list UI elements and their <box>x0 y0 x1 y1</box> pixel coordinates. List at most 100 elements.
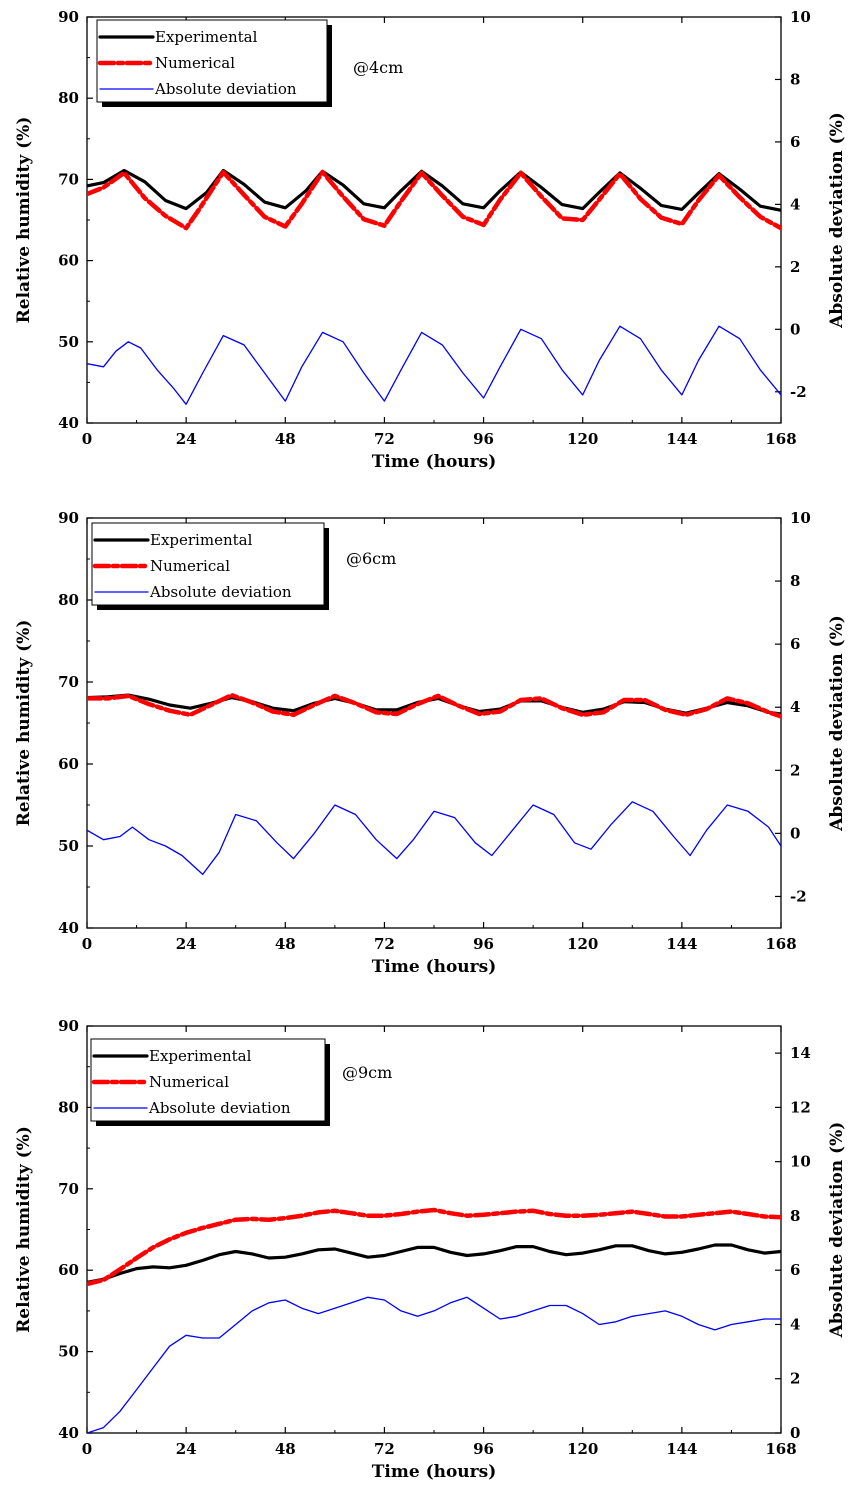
y2-tick-label: 8 <box>790 1207 800 1225</box>
x-tick-label: 72 <box>374 935 395 953</box>
y2-tick-label: 6 <box>790 133 800 151</box>
chart-panel-3: 0 24 48 72 96 120 144 1684050607080900246810121… <box>14 1017 847 1482</box>
legend-label: Numerical <box>150 557 230 575</box>
y-tick-label: 90 <box>58 509 79 527</box>
chart-panel-2: 0 24 48 72 96 120 144 168405060708090-20246810T… <box>14 509 847 977</box>
y2-tick-label: 4 <box>790 195 800 213</box>
x-tick-label: 96 <box>473 430 494 448</box>
x-tick-label: 0 <box>82 935 92 953</box>
x-tick-label: 96 <box>473 935 494 953</box>
y2-tick-label: 6 <box>790 635 800 653</box>
series-line-absolute-deviation <box>87 1296 781 1433</box>
y2-tick-label: 2 <box>790 1370 800 1388</box>
x-tick-label: 0 <box>82 1440 92 1458</box>
x-axis-title: Time (hours) <box>372 1462 497 1482</box>
x-tick-label: 120 <box>567 1440 598 1458</box>
y-tick-label: 40 <box>58 1424 79 1442</box>
x-tick-label: 120 <box>567 935 598 953</box>
series-line-absolute-deviation <box>87 325 781 405</box>
x-tick-label: 72 <box>374 430 395 448</box>
y2-tick-label: 0 <box>790 824 800 842</box>
y-tick-label: 70 <box>58 673 79 691</box>
y2-tick-label: 8 <box>790 70 800 88</box>
legend-label: Experimental <box>150 531 253 549</box>
y-axis-title: Relative humidity (%) <box>14 1126 34 1333</box>
y-tick-label: 80 <box>58 1098 79 1116</box>
y2-axis-title: Absolute deviation (%) <box>827 615 847 832</box>
y2-tick-label: -2 <box>790 887 807 905</box>
y-axis-title: Relative humidity (%) <box>14 117 34 324</box>
series-line-numerical <box>87 692 781 719</box>
y-tick-label: 40 <box>58 414 79 432</box>
legend-label: Experimental <box>155 28 258 46</box>
y-tick-label: 90 <box>58 1017 79 1035</box>
y2-tick-label: 14 <box>790 1044 811 1062</box>
y2-axis-title: Absolute deviation (%) <box>827 1122 847 1339</box>
y-tick-label: 90 <box>58 8 79 26</box>
y2-tick-label: 10 <box>790 1153 811 1171</box>
panel-annotation: @6cm <box>346 549 396 568</box>
legend-label: Absolute deviation <box>154 80 297 98</box>
series-group <box>87 692 781 876</box>
series-line-numerical <box>87 1207 781 1287</box>
x-tick-label: 120 <box>567 430 598 448</box>
y2-tick-label: 0 <box>790 320 800 338</box>
y2-tick-label: 10 <box>790 8 811 26</box>
legend-label: Absolute deviation <box>149 583 292 601</box>
y2-tick-label: 10 <box>790 509 811 527</box>
series-line-experimental <box>87 1243 781 1284</box>
x-tick-label: 0 <box>82 430 92 448</box>
series-group <box>87 168 781 405</box>
x-axis-title: Time (hours) <box>372 957 497 977</box>
y-tick-label: 80 <box>58 591 79 609</box>
x-tick-label: 72 <box>374 1440 395 1458</box>
y2-tick-label: 4 <box>790 1315 800 1333</box>
y2-tick-label: 2 <box>790 258 800 276</box>
y2-tick-label: 12 <box>790 1098 811 1116</box>
y-tick-label: 60 <box>58 755 79 773</box>
y-tick-label: 70 <box>58 170 79 188</box>
y2-tick-label: 6 <box>790 1261 800 1279</box>
x-tick-label: 144 <box>666 430 697 448</box>
y-tick-label: 80 <box>58 89 79 107</box>
legend-label: Numerical <box>149 1073 229 1091</box>
x-tick-label: 144 <box>666 935 697 953</box>
x-tick-label: 24 <box>176 430 197 448</box>
y-tick-label: 40 <box>58 919 79 937</box>
series-group <box>87 1207 781 1433</box>
x-tick-label: 24 <box>176 935 197 953</box>
legend-label: Absolute deviation <box>148 1099 291 1117</box>
chart-panel-1: 0 24 48 72 96 120 144 168405060708090-20246810T… <box>14 8 847 472</box>
y-tick-label: 70 <box>58 1180 79 1198</box>
x-tick-label: 48 <box>275 1440 296 1458</box>
x-tick-label: 48 <box>275 430 296 448</box>
y2-tick-label: 0 <box>790 1424 800 1442</box>
y-tick-label: 60 <box>58 252 79 270</box>
y2-tick-label: 4 <box>790 698 800 716</box>
x-tick-label: 48 <box>275 935 296 953</box>
legend-label: Experimental <box>149 1047 252 1065</box>
y2-tick-label: -2 <box>790 383 807 401</box>
x-tick-label: 24 <box>176 1440 197 1458</box>
x-tick-label: 144 <box>666 1440 697 1458</box>
series-line-experimental <box>87 168 781 212</box>
x-axis-title: Time (hours) <box>372 452 497 472</box>
y-tick-label: 50 <box>58 837 79 855</box>
y2-axis-title: Absolute deviation (%) <box>827 112 847 329</box>
x-tick-label: 168 <box>765 935 796 953</box>
legend-label: Numerical <box>155 54 235 72</box>
y2-tick-label: 8 <box>790 572 800 590</box>
x-tick-label: 168 <box>765 1440 796 1458</box>
y2-tick-label: 2 <box>790 761 800 779</box>
x-tick-label: 168 <box>765 430 796 448</box>
series-line-numerical <box>87 169 781 231</box>
series-line-absolute-deviation <box>87 801 781 876</box>
y-tick-label: 50 <box>58 1343 79 1361</box>
y-axis-title: Relative humidity (%) <box>14 620 34 827</box>
panel-annotation: @9cm <box>342 1063 392 1082</box>
y-tick-label: 60 <box>58 1261 79 1279</box>
y-tick-label: 50 <box>58 333 79 351</box>
x-tick-label: 96 <box>473 1440 494 1458</box>
panel-annotation: @4cm <box>353 58 403 77</box>
